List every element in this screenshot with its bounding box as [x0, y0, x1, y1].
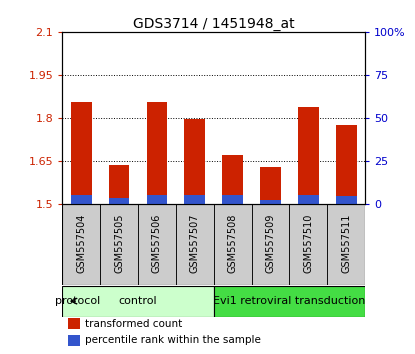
Text: GSM557507: GSM557507	[190, 214, 200, 273]
Text: GSM557511: GSM557511	[341, 214, 351, 273]
Bar	[176, 204, 214, 285]
Bar	[68, 319, 81, 329]
Bar	[62, 204, 100, 285]
Bar	[222, 155, 243, 204]
Bar	[260, 200, 281, 204]
Bar	[138, 204, 176, 285]
Text: transformed count: transformed count	[85, 319, 182, 329]
Bar	[298, 107, 319, 204]
Text: GSM557506: GSM557506	[152, 214, 162, 273]
Bar	[184, 119, 205, 204]
Bar	[71, 195, 92, 204]
Bar	[146, 195, 167, 204]
Bar	[109, 165, 129, 204]
Bar	[100, 204, 138, 285]
Text: GSM557510: GSM557510	[303, 214, 313, 273]
Bar	[184, 195, 205, 204]
Bar	[214, 204, 251, 285]
Bar	[71, 102, 92, 204]
Text: protocol: protocol	[56, 296, 101, 306]
Bar	[214, 286, 365, 316]
Bar	[260, 167, 281, 204]
Bar	[68, 335, 81, 346]
Bar	[327, 204, 365, 285]
Text: GSM557504: GSM557504	[76, 214, 86, 273]
Text: GSM557509: GSM557509	[266, 214, 276, 273]
Text: GSM557508: GSM557508	[228, 214, 238, 273]
Bar	[336, 196, 356, 204]
Title: GDS3714 / 1451948_at: GDS3714 / 1451948_at	[133, 17, 295, 31]
Text: percentile rank within the sample: percentile rank within the sample	[85, 335, 261, 346]
Bar	[251, 204, 290, 285]
Bar	[109, 198, 129, 204]
Text: control: control	[119, 296, 157, 306]
Bar	[290, 204, 327, 285]
Bar	[298, 195, 319, 204]
Text: GSM557505: GSM557505	[114, 214, 124, 273]
Bar	[336, 125, 356, 204]
Text: Evi1 retroviral transduction: Evi1 retroviral transduction	[213, 296, 366, 306]
Bar	[62, 286, 214, 316]
Bar	[222, 195, 243, 204]
Bar	[146, 102, 167, 204]
